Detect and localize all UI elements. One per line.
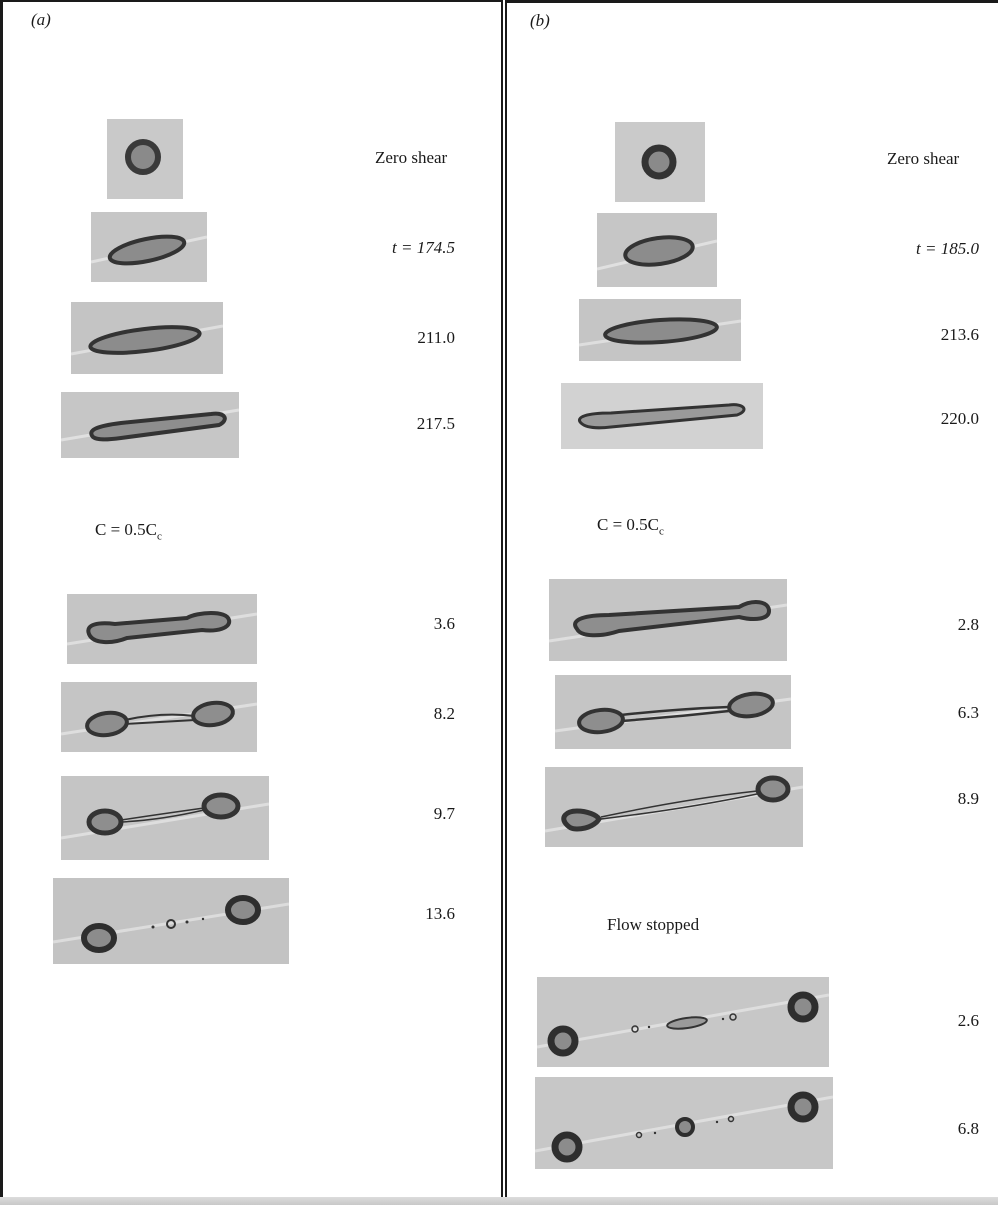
time-a-1: t = 174.5	[392, 238, 455, 257]
panel-b: (b) Zero shear t = 185.0 213.6 220.0 C =…	[505, 0, 998, 1205]
label-flow-stopped: Flow stopped	[607, 915, 700, 934]
time-a-5: 8.2	[433, 704, 455, 723]
photo-drop-elongated-1	[91, 212, 207, 282]
time-b-6: 8.9	[957, 789, 979, 808]
photo-zero-shear	[107, 119, 183, 199]
photo-relax-4	[53, 878, 289, 964]
photo-b-elongated-1	[597, 213, 717, 287]
photo-relax-2	[61, 682, 257, 752]
time-a-7: 13.6	[425, 904, 455, 923]
photo-b-elongated-3	[561, 383, 763, 449]
photo-relax-1	[67, 594, 257, 664]
panel-a-label: (a)	[31, 10, 51, 29]
time-a-4: 3.6	[433, 614, 455, 633]
time-b-1: t = 185.0	[916, 239, 979, 258]
photo-b-stopped-2	[535, 1077, 833, 1169]
time-b-4: 2.8	[957, 615, 979, 634]
time-a-3: 217.5	[416, 414, 455, 433]
ratio-label-a: C = 0.5Cc	[95, 520, 162, 543]
panel-b-label: (b)	[530, 11, 550, 30]
time-a-6: 9.7	[433, 804, 455, 823]
photo-relax-3	[61, 776, 269, 860]
time-b-5: 6.3	[957, 703, 979, 722]
photo-drop-elongated-2	[71, 302, 223, 374]
photo-b-relax-3	[545, 767, 803, 847]
photo-b-relax-2	[555, 675, 791, 749]
time-a-2: 211.0	[417, 328, 455, 347]
label-zero-shear-a: Zero shear	[375, 148, 448, 167]
panel-a: (a) Zero shear t = 174.5 211.0 217.5 C =…	[0, 0, 503, 1205]
time-b-3: 220.0	[940, 409, 979, 428]
time-b-7: 2.6	[957, 1011, 979, 1030]
ratio-label-b: C = 0.5Cc	[597, 515, 664, 538]
label-zero-shear-b: Zero shear	[887, 149, 960, 168]
photo-b-stopped-1	[537, 977, 829, 1067]
time-b-8: 6.8	[957, 1119, 979, 1138]
photo-drop-elongated-3	[61, 392, 239, 458]
time-b-2: 213.6	[940, 325, 979, 344]
bottom-edge	[0, 1197, 998, 1205]
photo-b-relax-1	[549, 579, 787, 661]
photo-zero-shear-b	[615, 122, 705, 202]
photo-b-elongated-2	[579, 299, 741, 361]
